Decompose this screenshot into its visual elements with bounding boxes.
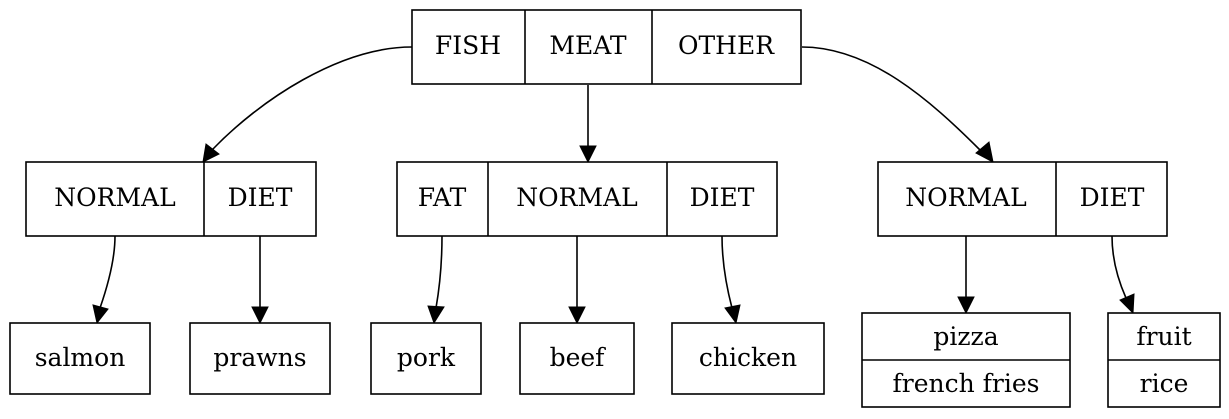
root-record: FISH MEAT OTHER	[411, 9, 802, 85]
leaf-fruit-label: fruit	[1136, 322, 1191, 351]
root-field-fish: FISH	[435, 31, 501, 60]
leaf-beef: beef	[519, 322, 635, 395]
fish-record-box	[25, 161, 317, 237]
leaf-prawns: prawns	[189, 322, 331, 395]
leaf-prawns-label: prawns	[213, 343, 306, 372]
leaf-pizza-fries: pizza french fries	[861, 312, 1071, 408]
meat-record-box	[396, 161, 778, 237]
leaf-pork-label: pork	[397, 343, 456, 372]
meat-field-fat: FAT	[418, 183, 467, 212]
leaf-prawns-box	[189, 322, 331, 395]
edges	[92, 46, 1135, 325]
edge-fruit-arrowhead	[1119, 293, 1135, 315]
meat-field-diet: DIET	[690, 183, 755, 212]
leaf-beef-label: beef	[550, 343, 607, 372]
edge-other	[801, 46, 981, 151]
meat-record: FAT NORMAL DIET	[396, 161, 778, 237]
leaf-chicken-label: chicken	[699, 343, 797, 372]
other-field-normal: NORMAL	[905, 183, 1026, 212]
other-record: NORMAL DIET	[877, 161, 1168, 237]
leaf-pork-box	[370, 322, 482, 395]
leaf-chicken-box	[671, 322, 825, 395]
edge-other-arrowhead	[975, 141, 994, 163]
leaf-rice-label: rice	[1140, 369, 1189, 398]
edge-salmon-arrowhead	[92, 304, 109, 325]
root-field-meat: MEAT	[549, 31, 627, 60]
fish-field-normal: NORMAL	[54, 183, 175, 212]
leaf-french-fries-label: french fries	[893, 369, 1040, 398]
edge-salmon	[99, 235, 116, 309]
root-field-other: OTHER	[678, 31, 775, 60]
other-record-box	[877, 161, 1168, 237]
edge-beef-arrowhead	[568, 306, 586, 325]
edge-meat-arrowhead	[579, 145, 597, 164]
edge-pork	[435, 235, 443, 309]
edge-chicken	[721, 235, 733, 309]
edge-prawns-arrowhead	[251, 306, 269, 325]
leaf-pizza-label: pizza	[933, 322, 998, 351]
fish-record: NORMAL DIET	[25, 161, 317, 237]
leaf-salmon-box	[9, 322, 151, 395]
edge-fruit	[1111, 235, 1127, 299]
edge-pork-arrowhead	[427, 305, 445, 325]
leaf-pork: pork	[370, 322, 482, 395]
leaf-salmon: salmon	[9, 322, 151, 395]
edge-fish	[211, 46, 413, 151]
fish-field-diet: DIET	[228, 183, 293, 212]
leaf-fruit-rice: fruit rice	[1107, 312, 1221, 408]
meat-field-normal: NORMAL	[516, 183, 637, 212]
edge-pizza-arrowhead	[957, 296, 975, 315]
edge-fish-arrowhead	[202, 143, 220, 163]
edge-chicken-arrowhead	[724, 304, 741, 325]
leaf-beef-box	[519, 322, 635, 395]
root-record-box	[411, 9, 802, 85]
leaf-chicken: chicken	[671, 322, 825, 395]
leaf-salmon-label: salmon	[35, 343, 126, 372]
other-field-diet: DIET	[1080, 183, 1145, 212]
